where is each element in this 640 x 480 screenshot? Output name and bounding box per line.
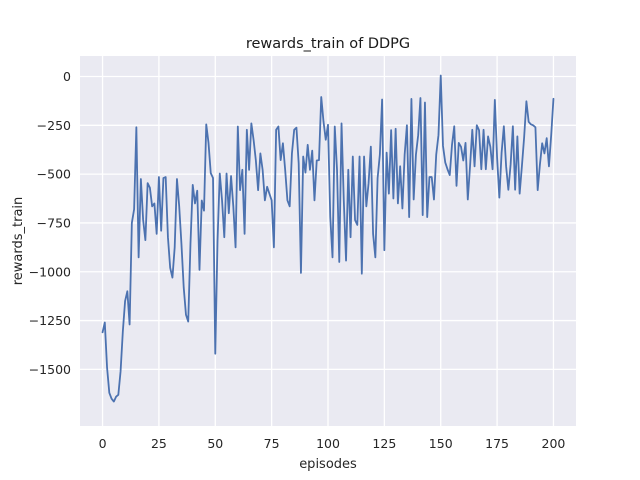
y-tick-label: −250 <box>37 118 71 133</box>
x-tick-label: 75 <box>264 436 280 451</box>
x-tick-label: 150 <box>429 436 453 451</box>
data-series <box>101 74 555 403</box>
reward-line <box>101 74 555 403</box>
y-tick-label: −1250 <box>29 313 71 328</box>
x-tick-label: 125 <box>372 436 396 451</box>
x-tick-label: 175 <box>485 436 509 451</box>
y-tick-label: −750 <box>37 215 71 230</box>
x-tick-label: 25 <box>151 436 167 451</box>
y-axis-tick-labels: 0 −250 −500 −750 −1000 −1250 −1500 <box>29 69 71 377</box>
y-tick-label: −1500 <box>29 362 71 377</box>
x-tick-label: 0 <box>99 436 107 451</box>
chart-title: rewards_train of DDPG <box>246 36 410 52</box>
x-tick-label: 200 <box>542 436 566 451</box>
x-axis-tick-labels: 0 25 50 75 100 125 150 175 200 <box>99 436 566 451</box>
y-tick-label: −1000 <box>29 264 71 279</box>
y-tick-label: 0 <box>63 69 71 84</box>
y-axis-label: rewards_train <box>11 197 26 286</box>
x-tick-label: 100 <box>316 436 340 451</box>
x-axis-label: episodes <box>299 457 357 472</box>
x-tick-label: 50 <box>207 436 223 451</box>
y-tick-label: −500 <box>37 167 71 182</box>
